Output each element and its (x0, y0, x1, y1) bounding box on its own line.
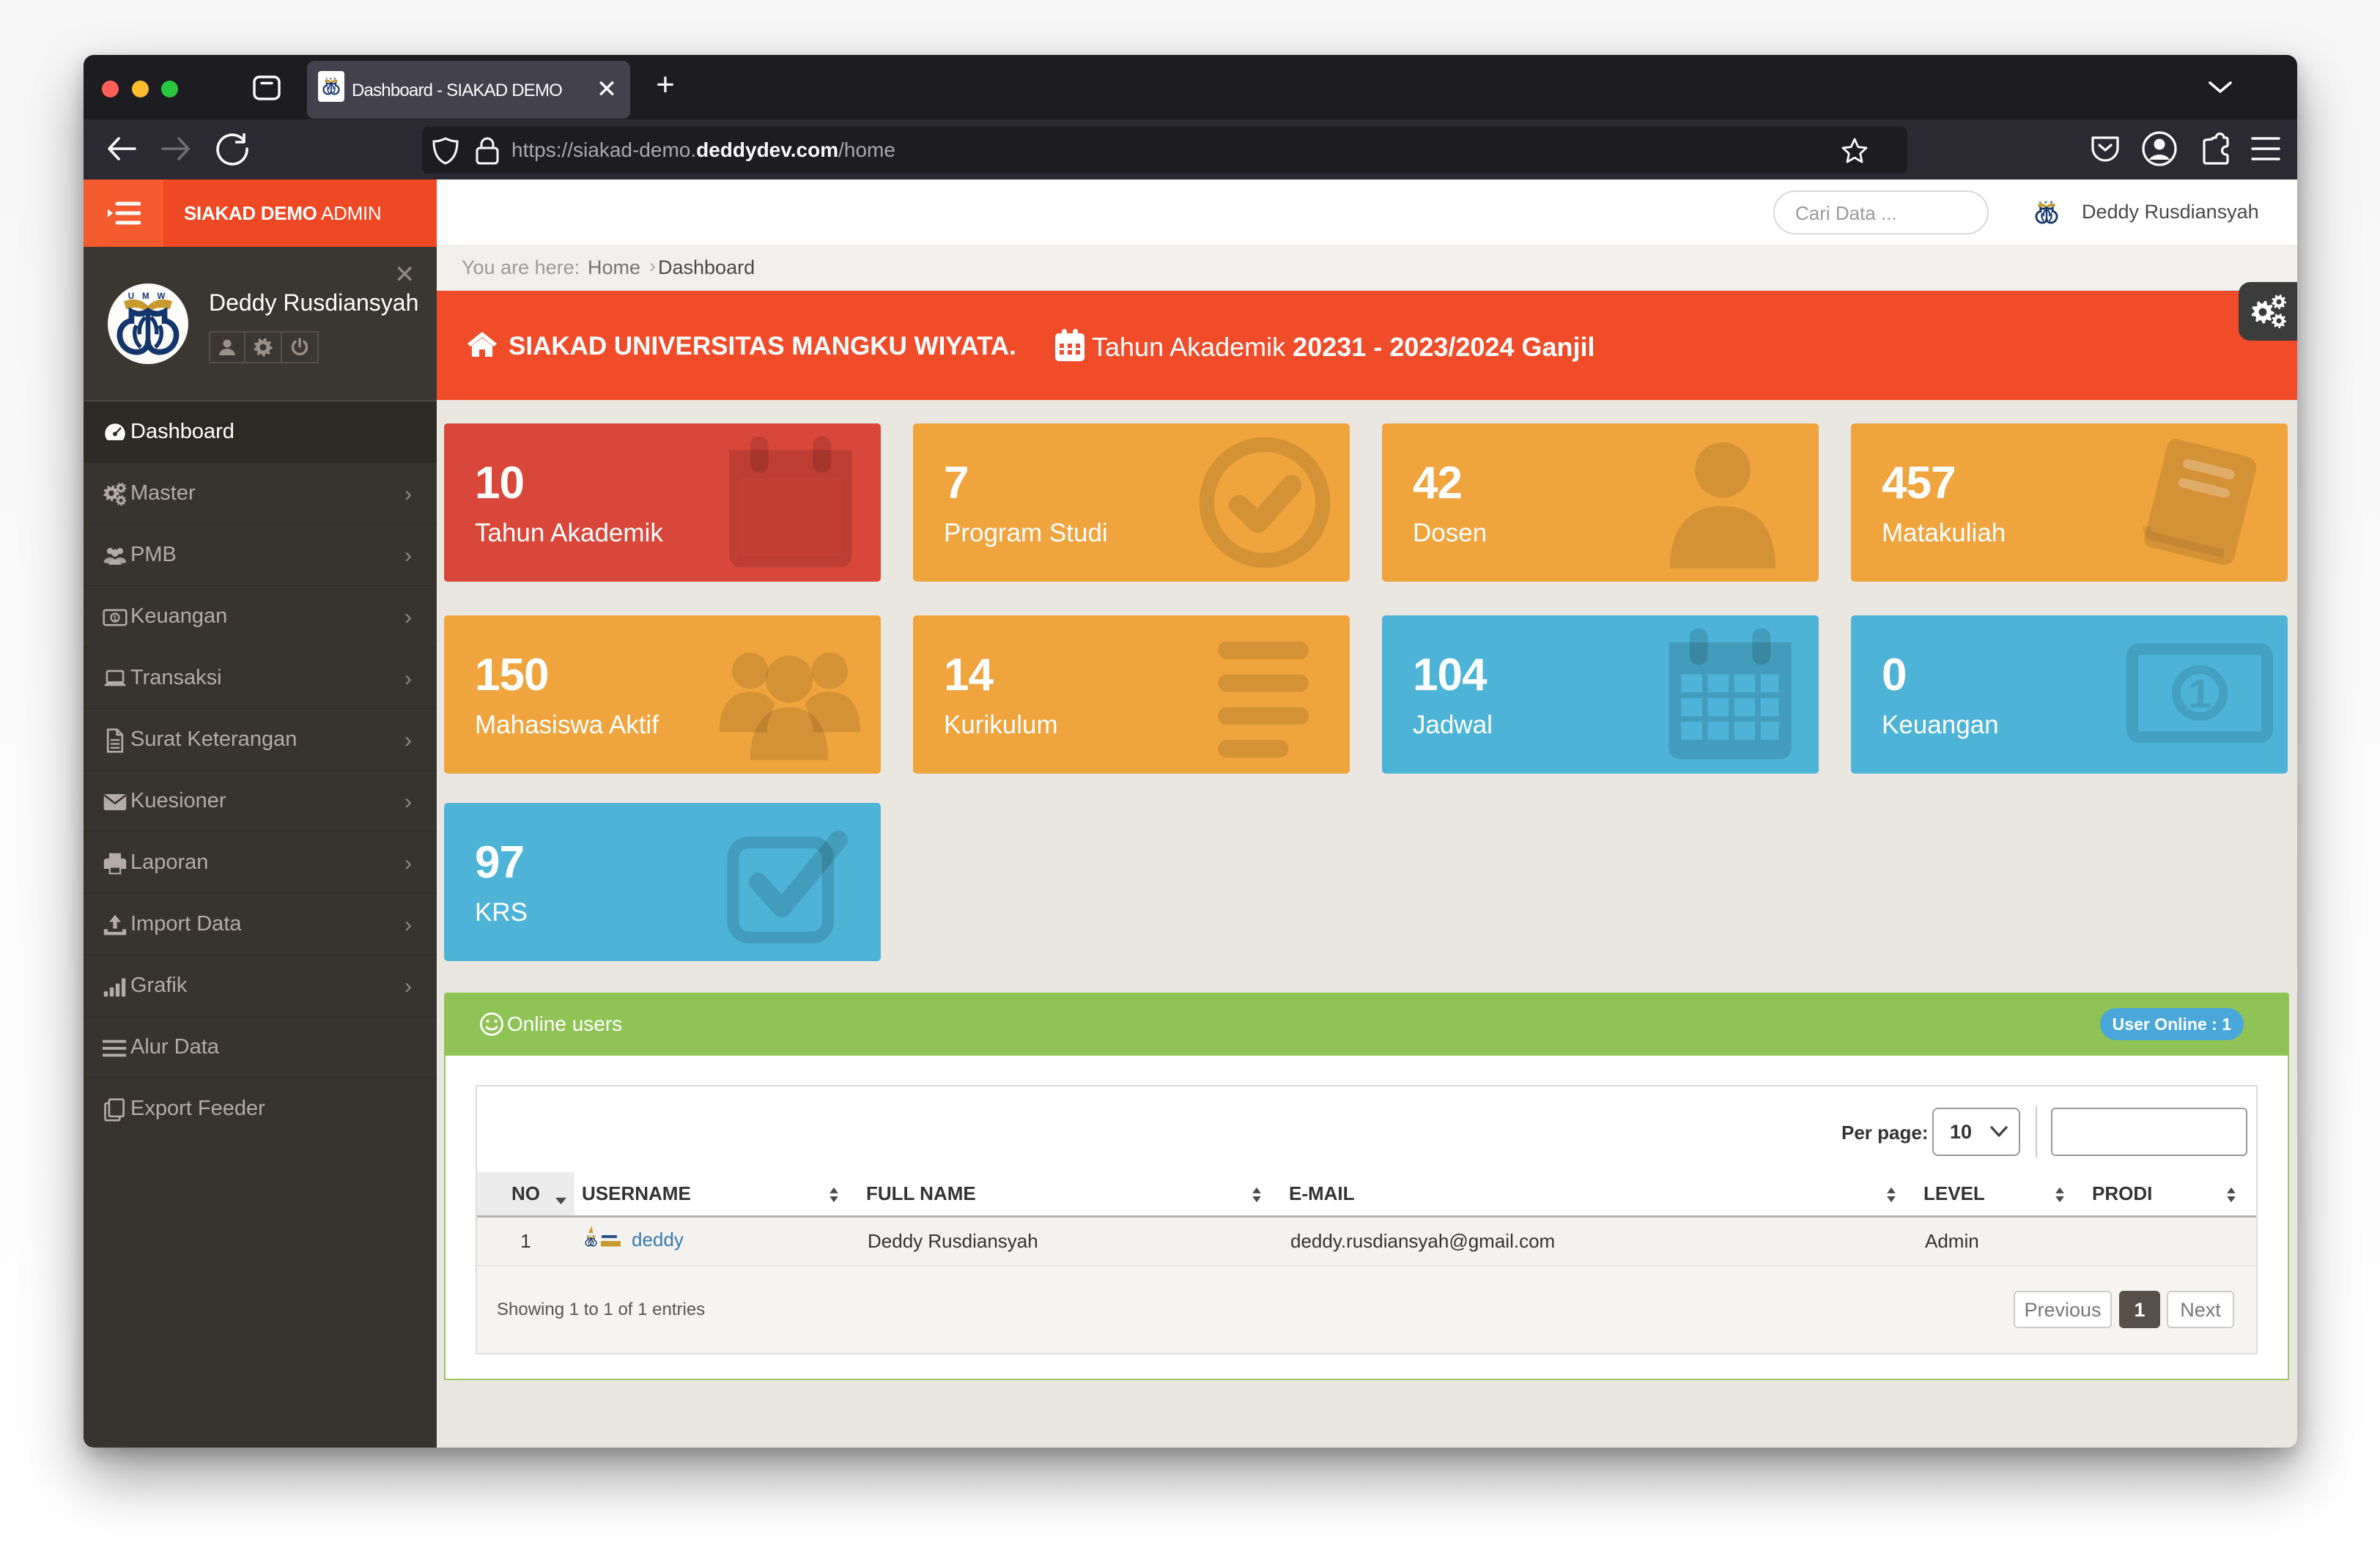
svg-text:1: 1 (113, 615, 117, 623)
svg-text:1: 1 (2188, 670, 2211, 716)
